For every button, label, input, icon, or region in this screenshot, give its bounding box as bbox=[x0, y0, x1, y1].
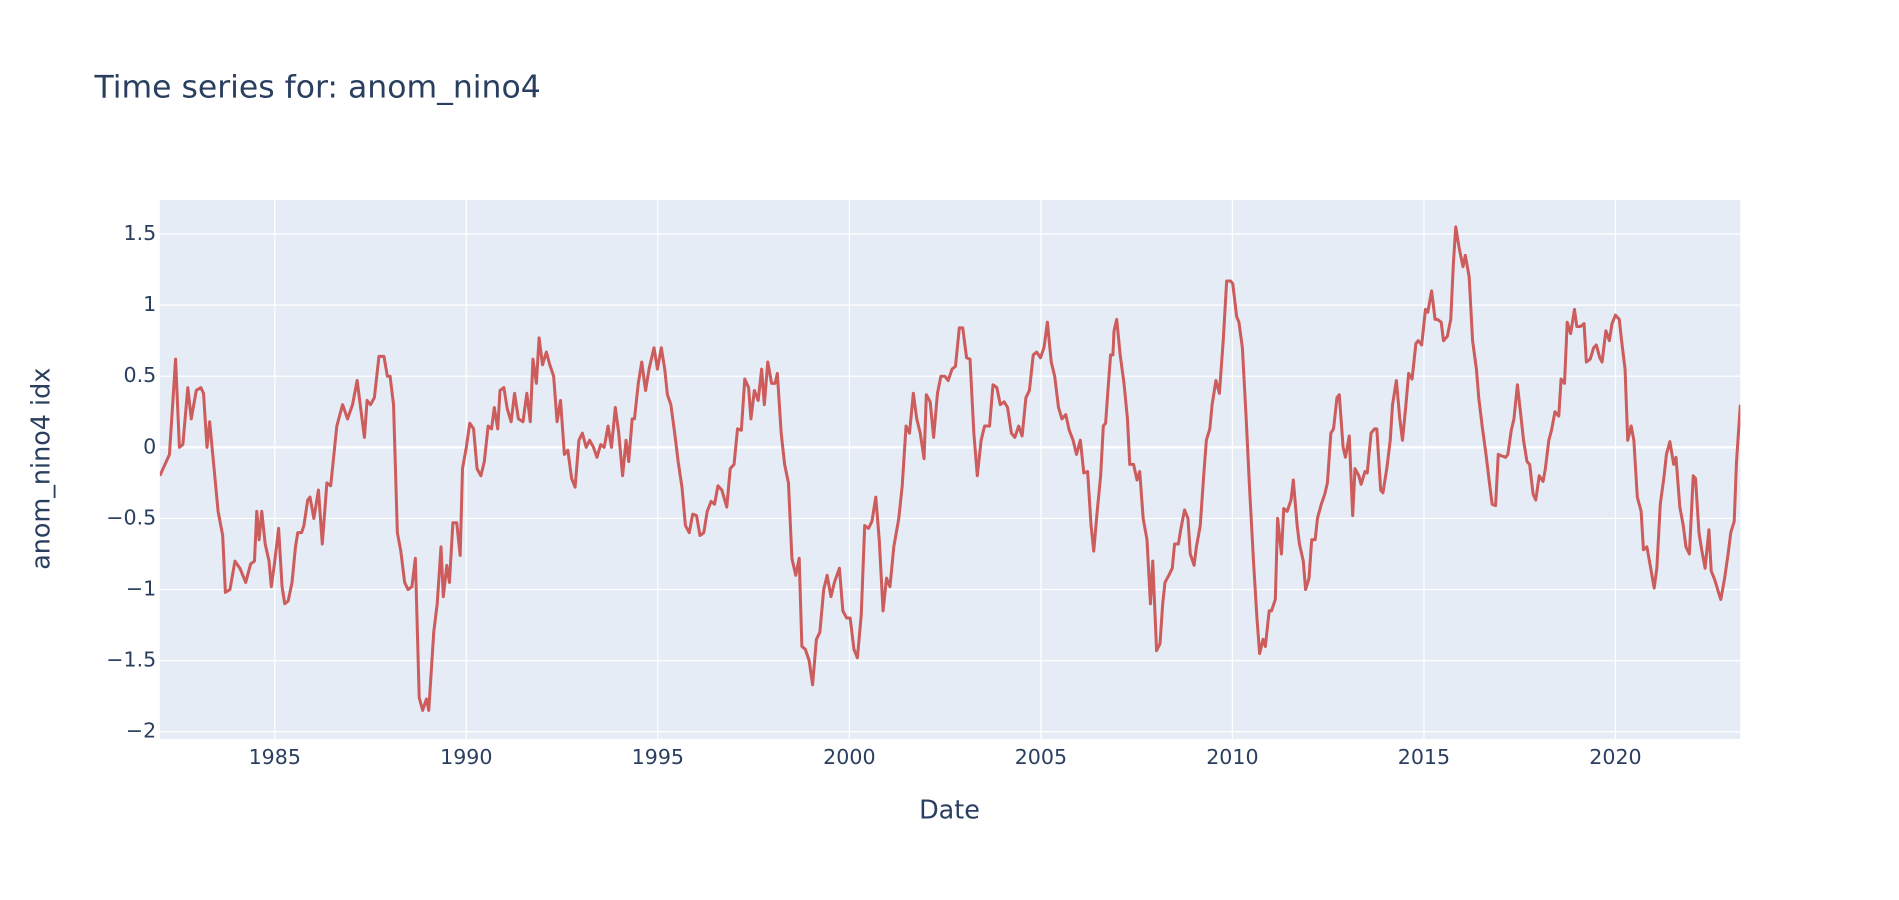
y-tick-label: −1 bbox=[126, 577, 156, 601]
y-tick-label: 0 bbox=[143, 434, 156, 458]
y-tick-label: 0.5 bbox=[123, 363, 156, 387]
chart-title: Time series for: anom_nino4 bbox=[93, 69, 540, 105]
y-tick-label: 1.5 bbox=[123, 221, 156, 245]
x-tick-label: 2005 bbox=[1015, 745, 1067, 769]
x-tick-label: 1995 bbox=[632, 745, 684, 769]
y-tick-label: −1.5 bbox=[106, 648, 156, 672]
x-tick-label: 2000 bbox=[823, 745, 875, 769]
y-tick-label: −2 bbox=[126, 719, 156, 743]
x-axis-label: Date bbox=[919, 795, 980, 825]
x-tick-label: 2015 bbox=[1398, 745, 1450, 769]
marks bbox=[159, 225, 1741, 712]
data-line bbox=[159, 225, 1741, 712]
x-tick-label: 2010 bbox=[1206, 745, 1258, 769]
x-tick-label: 1985 bbox=[249, 745, 301, 769]
y-tick-label: 1 bbox=[143, 292, 156, 316]
y-axis-label: anom_nino4 idx bbox=[25, 368, 55, 570]
x-tick-label: 1990 bbox=[440, 745, 492, 769]
x-tick-label: 2020 bbox=[1589, 745, 1641, 769]
grid bbox=[159, 199, 1741, 739]
y-tick-label: −0.5 bbox=[106, 505, 156, 529]
plot-area bbox=[159, 199, 1741, 739]
